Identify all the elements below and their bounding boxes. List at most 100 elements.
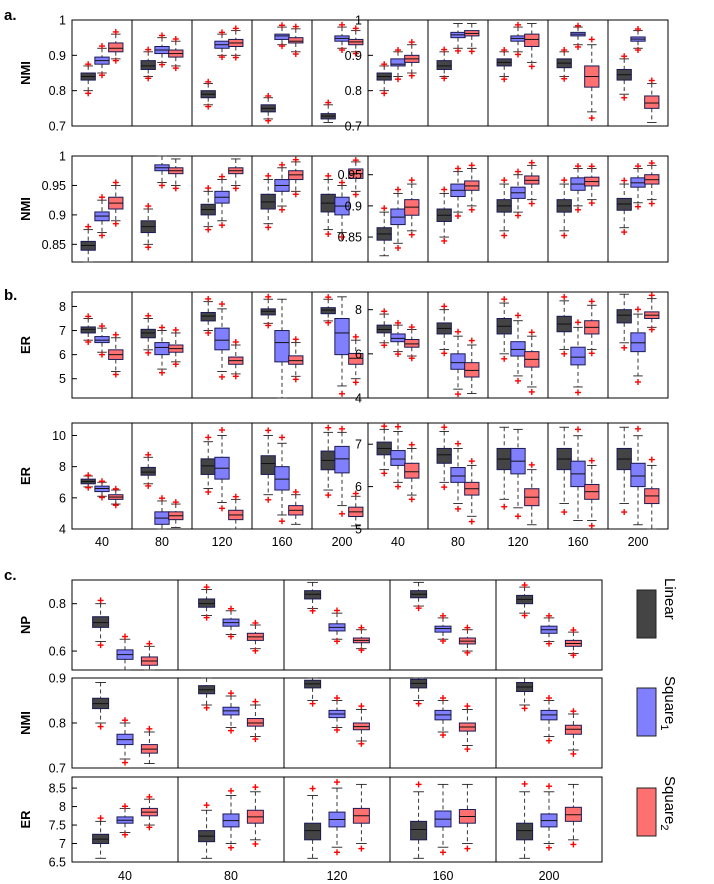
outlier-lower [252, 647, 259, 654]
outlier-upper [546, 783, 552, 790]
outlier-lower [515, 51, 521, 58]
box-linear-120 [304, 581, 322, 614]
outlier-lower [252, 736, 259, 743]
outlier-lower [97, 642, 104, 649]
box-linear-200 [616, 177, 632, 236]
outlier-upper [265, 172, 272, 179]
outlier-lower [381, 90, 388, 97]
box-square1-200 [334, 296, 350, 397]
y-tick-label: 0.9 [345, 199, 362, 213]
outlier-lower [408, 72, 415, 79]
box-body [510, 341, 526, 357]
outlier-lower [112, 220, 119, 227]
outlier-lower [99, 232, 105, 239]
outlier-upper [172, 326, 179, 333]
outlier-lower [252, 840, 259, 847]
box-body [198, 598, 216, 608]
box-body [570, 346, 586, 366]
outlier-lower [395, 483, 401, 490]
box-square1-80 [222, 605, 240, 640]
outlier-lower [575, 389, 581, 396]
box-body [140, 328, 156, 339]
box-linear-40 [376, 61, 392, 97]
outlier-upper [621, 53, 628, 60]
legend-swatch [636, 589, 657, 639]
legend-label: Square2 [658, 776, 678, 831]
outlier-lower [112, 371, 119, 378]
box-square1-120 [328, 779, 346, 856]
outlier-lower [440, 732, 446, 739]
outlier-upper [112, 331, 119, 338]
box-square2-160 [288, 336, 304, 383]
box-square1-200 [540, 783, 558, 851]
box-square2-40 [108, 179, 124, 227]
outlier-upper [339, 21, 345, 28]
box-square2-160 [288, 488, 304, 525]
box-square1-200 [334, 179, 350, 240]
box-linear-40 [80, 223, 96, 263]
box-square2-120 [524, 461, 540, 526]
outlier-lower [232, 373, 239, 380]
outlier-lower [570, 652, 577, 659]
box-square1-80 [450, 328, 466, 398]
box-square1-160 [570, 22, 586, 50]
outlier-lower [575, 43, 581, 50]
box-square1-200 [630, 306, 646, 385]
panel-label: c. [4, 567, 17, 584]
outlier-upper [395, 319, 401, 326]
box-linear-40 [80, 472, 96, 491]
legend-item-square2: Square2 [636, 776, 678, 837]
outlier-lower [325, 492, 332, 499]
outlier-upper [122, 803, 128, 810]
outlier-upper [99, 478, 105, 485]
outlier-lower [588, 350, 595, 357]
box-body [320, 307, 336, 315]
box-square1-40 [116, 633, 134, 671]
outlier-lower [292, 51, 299, 58]
outlier-lower [546, 640, 552, 647]
y-tick-label: 7 [355, 438, 362, 452]
y-tick-label: 6 [59, 491, 66, 505]
box-body [274, 33, 290, 40]
outlier-upper [561, 177, 568, 184]
outlier-upper [172, 35, 179, 42]
outlier-upper [395, 186, 401, 193]
outlier-lower [415, 700, 422, 707]
box-square2-200 [644, 456, 660, 530]
legend-subscript: 1 [658, 724, 670, 730]
outlier-lower [279, 43, 285, 50]
box-body [304, 822, 322, 841]
box-body [464, 362, 480, 378]
outlier-lower [441, 75, 448, 82]
outlier-lower [85, 90, 92, 97]
box-square1-120 [510, 312, 526, 384]
box-square1-120 [510, 428, 526, 520]
outlier-lower [395, 351, 401, 358]
box-linear-200 [616, 293, 632, 351]
outlier-lower [570, 750, 577, 757]
outlier-lower [501, 355, 508, 362]
outlier-upper [455, 440, 461, 447]
box-square2-200 [564, 783, 582, 848]
outlier-upper [440, 695, 446, 702]
outlier-lower [265, 117, 272, 124]
outlier-lower [575, 206, 581, 213]
outlier-lower [279, 206, 285, 213]
box-body [390, 58, 406, 67]
outlier-upper [203, 802, 210, 809]
box-square1-160 [434, 612, 452, 644]
outlier-lower [468, 518, 475, 525]
box-square1-160 [274, 434, 290, 525]
box-linear-80 [436, 424, 452, 491]
outlier-upper [408, 39, 415, 46]
outlier-upper [292, 156, 299, 163]
outlier-upper [112, 28, 119, 35]
outlier-lower [468, 206, 475, 213]
outlier-upper [352, 490, 359, 497]
outlier-upper [648, 456, 655, 463]
box-square1-80 [450, 165, 466, 220]
outlier-upper [381, 308, 388, 315]
outlier-upper [588, 298, 595, 305]
outlier-upper [395, 47, 401, 54]
x-tick-label: 120 [327, 869, 348, 883]
